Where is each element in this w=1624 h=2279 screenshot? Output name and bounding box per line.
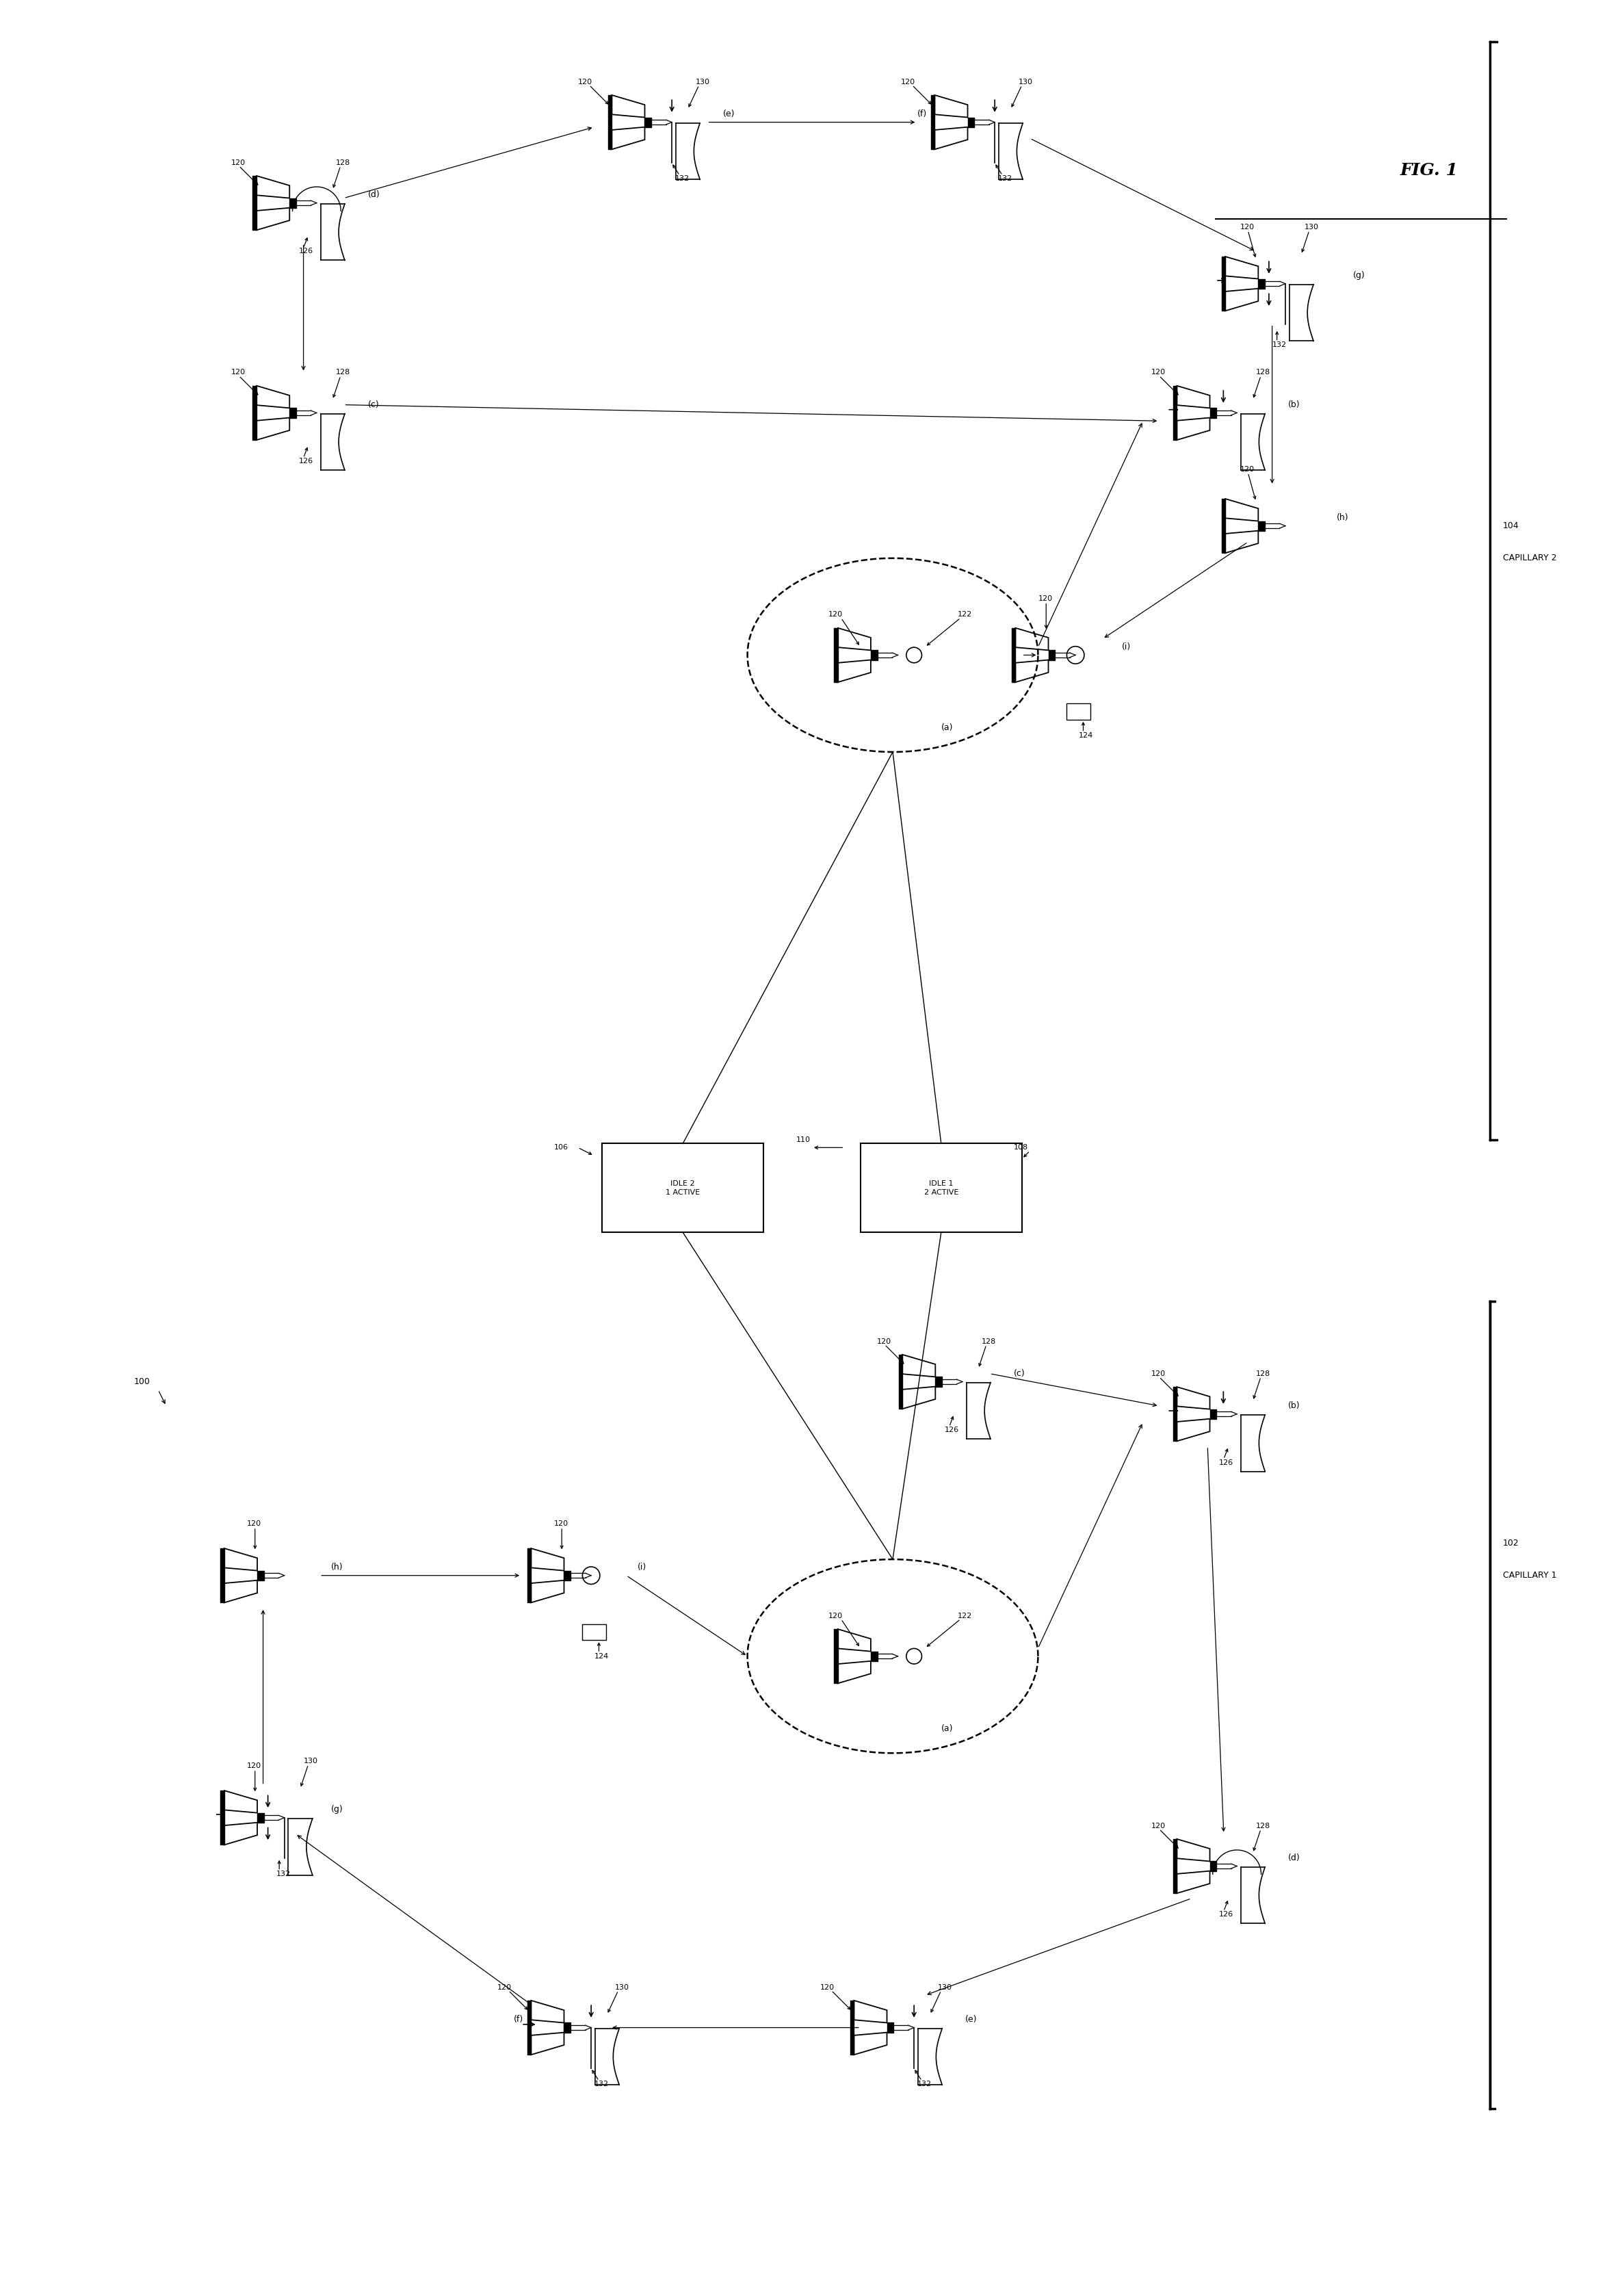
Text: (d): (d) — [1288, 1853, 1301, 1862]
Text: 108: 108 — [1013, 1144, 1028, 1151]
Text: 120: 120 — [1239, 465, 1254, 472]
Text: (g): (g) — [331, 1805, 343, 1814]
Text: 120: 120 — [578, 77, 593, 84]
Text: 128: 128 — [981, 1338, 996, 1345]
Text: 132: 132 — [918, 2081, 932, 2088]
Text: 128: 128 — [1255, 1370, 1270, 1377]
Text: 126: 126 — [299, 248, 313, 255]
Text: 120: 120 — [497, 1983, 512, 1990]
Text: (h): (h) — [1337, 513, 1350, 522]
Text: 126: 126 — [1220, 1459, 1233, 1465]
Text: (e): (e) — [723, 109, 736, 119]
Text: (b): (b) — [1288, 401, 1301, 410]
Text: 132: 132 — [997, 175, 1012, 182]
Text: (a): (a) — [942, 722, 953, 732]
Text: (a): (a) — [942, 1725, 953, 1734]
Bar — [1067, 704, 1090, 720]
Text: 124: 124 — [1078, 732, 1093, 738]
Text: 106: 106 — [554, 1144, 568, 1151]
Text: (e): (e) — [965, 2015, 978, 2024]
Text: 120: 120 — [554, 1520, 568, 1527]
Text: (i): (i) — [1122, 643, 1130, 652]
Text: (i): (i) — [638, 1563, 646, 1573]
Text: 120: 120 — [1038, 595, 1052, 602]
Text: 120: 120 — [820, 1983, 835, 1990]
Text: IDLE 1
2 ACTIVE: IDLE 1 2 ACTIVE — [924, 1181, 958, 1196]
Text: 120: 120 — [247, 1762, 261, 1769]
Text: CAPILLARY 2: CAPILLARY 2 — [1502, 554, 1557, 563]
Text: 132: 132 — [1272, 342, 1286, 349]
Text: 120: 120 — [877, 1338, 892, 1345]
Bar — [581, 1625, 606, 1641]
Text: (d): (d) — [369, 191, 380, 198]
Text: 102: 102 — [1502, 1538, 1520, 1547]
Text: (c): (c) — [369, 401, 380, 410]
Text: 130: 130 — [304, 1757, 318, 1764]
Text: (h): (h) — [331, 1563, 343, 1573]
Text: 126: 126 — [945, 1427, 958, 1433]
Text: 110: 110 — [796, 1135, 810, 1144]
Text: 128: 128 — [336, 369, 351, 376]
Text: 120: 120 — [828, 611, 843, 618]
Text: 124: 124 — [594, 1652, 609, 1659]
Text: (f): (f) — [918, 109, 927, 119]
Text: 132: 132 — [674, 175, 689, 182]
Text: 130: 130 — [939, 1983, 952, 1990]
Text: 128: 128 — [1255, 1823, 1270, 1830]
Text: 104: 104 — [1502, 522, 1520, 531]
Text: 130: 130 — [1018, 77, 1033, 84]
Text: 128: 128 — [1255, 369, 1270, 376]
Text: 130: 130 — [615, 1983, 630, 1990]
Text: 120: 120 — [901, 77, 916, 84]
Text: (f): (f) — [513, 2015, 523, 2024]
Text: 120: 120 — [247, 1520, 261, 1527]
Text: 132: 132 — [276, 1871, 291, 1878]
Text: 120: 120 — [231, 160, 245, 166]
Text: 120: 120 — [1239, 223, 1254, 230]
Text: 120: 120 — [1151, 1370, 1166, 1377]
Text: 120: 120 — [1151, 369, 1166, 376]
Text: 130: 130 — [695, 77, 710, 84]
Text: 132: 132 — [594, 2081, 609, 2088]
Text: 126: 126 — [1220, 1912, 1233, 1919]
Text: (c): (c) — [1013, 1370, 1025, 1379]
Text: IDLE 2
1 ACTIVE: IDLE 2 1 ACTIVE — [666, 1181, 700, 1196]
Text: (b): (b) — [1288, 1402, 1301, 1411]
Text: 120: 120 — [828, 1614, 843, 1620]
Text: CAPILLARY 1: CAPILLARY 1 — [1502, 1570, 1557, 1579]
Text: 120: 120 — [231, 369, 245, 376]
Text: (g): (g) — [1353, 271, 1366, 280]
Text: 122: 122 — [957, 611, 971, 618]
Text: 120: 120 — [1151, 1823, 1166, 1830]
Text: 126: 126 — [299, 458, 313, 465]
Text: FIG. 1: FIG. 1 — [1400, 162, 1458, 178]
Text: 128: 128 — [336, 160, 351, 166]
Text: 130: 130 — [1304, 223, 1319, 230]
Text: 122: 122 — [957, 1614, 971, 1620]
Text: 100: 100 — [133, 1377, 151, 1386]
